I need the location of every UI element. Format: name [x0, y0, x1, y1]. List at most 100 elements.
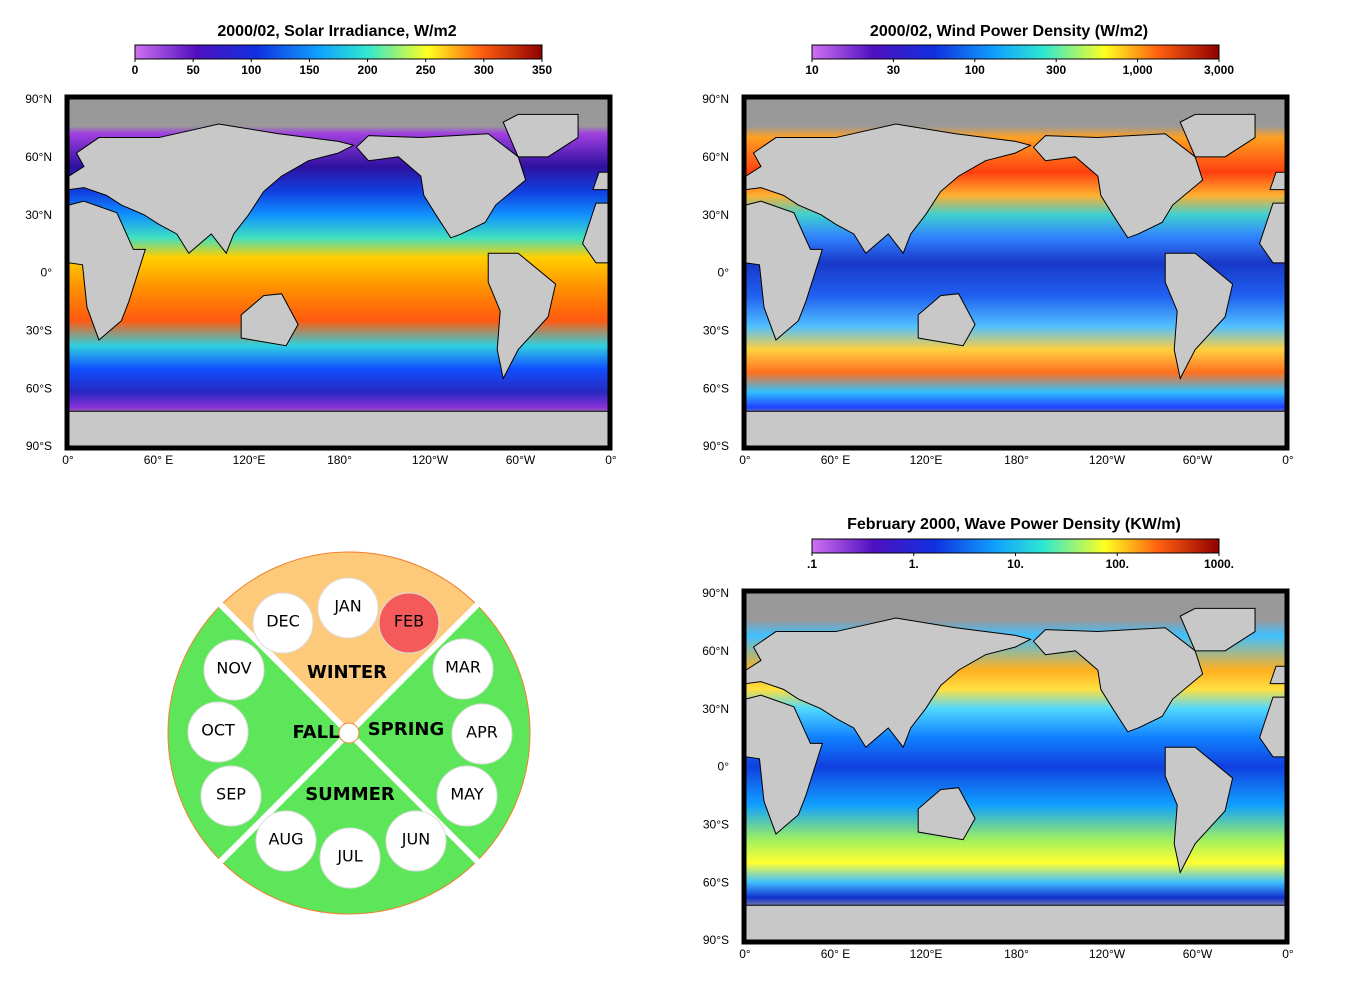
map-panel: 2000/02, Solar Irradiance, W/m2 0 50 100 150…	[25, 23, 617, 467]
month-label: APR	[466, 723, 498, 742]
month-button[interactable]: APR	[451, 703, 513, 765]
land	[917, 293, 976, 347]
map-frame	[741, 588, 1290, 945]
lat-label: 30°S	[26, 324, 52, 338]
hub	[338, 722, 360, 744]
month-label: FEB	[394, 612, 424, 631]
lon-label: 180°	[327, 453, 352, 467]
month-button[interactable]: AUG	[255, 810, 317, 872]
land	[1032, 133, 1204, 239]
colorbar-tick-label: 10	[805, 63, 819, 77]
lat-label: 60°S	[703, 381, 729, 395]
land	[240, 293, 299, 347]
lon-label: 60°W	[1183, 453, 1213, 467]
month-circle	[200, 765, 262, 827]
map-frame	[64, 94, 613, 451]
land	[745, 904, 1286, 941]
season-label: SPRING	[368, 719, 445, 740]
colorbar	[811, 44, 1220, 60]
colorbar-tick-label: 50	[186, 63, 200, 77]
land	[1179, 607, 1256, 652]
month-button[interactable]: MAR	[432, 638, 494, 700]
lat-label: 90°N	[702, 586, 729, 600]
colorbar-tick-label: 100	[965, 63, 985, 77]
map-panel: 2000/02, Wind Power Density (W/m2) 10 30 10…	[702, 23, 1294, 467]
lon-label: 60° E	[821, 453, 850, 467]
month-circle	[432, 638, 494, 700]
month-button[interactable]: JAN	[317, 577, 379, 639]
month-label: JUL	[336, 847, 362, 866]
map-title: 2000/02, Solar Irradiance, W/m2	[217, 23, 456, 40]
season-wheel: WINTER SPRING SUMMER FALL DEC JAN FEB MAR APR MAY…	[167, 551, 531, 915]
land	[1164, 252, 1234, 381]
lon-label: 60° E	[821, 947, 850, 961]
month-button[interactable]: SEP	[200, 765, 262, 827]
lon-label: 120°W	[1089, 947, 1126, 961]
month-label: AUG	[268, 830, 303, 849]
lon-label: 60°W	[1183, 947, 1213, 961]
month-button[interactable]: DEC	[252, 592, 314, 654]
lat-label: 30°S	[703, 818, 729, 832]
land	[68, 123, 355, 255]
lat-label: 60°S	[703, 875, 729, 889]
month-label: MAY	[450, 785, 484, 804]
lat-label: 0°	[41, 266, 53, 280]
month-circle	[378, 592, 440, 654]
month-button[interactable]: NOV	[203, 639, 265, 701]
month-circle	[252, 592, 314, 654]
month-button[interactable]: MAY	[436, 765, 498, 827]
season-label: SUMMER	[305, 784, 395, 805]
colorbar-tick-label: 150	[299, 63, 319, 77]
land	[1164, 746, 1234, 875]
month-circle	[436, 765, 498, 827]
lon-label: 120°E	[233, 453, 266, 467]
lon-label: 120°E	[910, 947, 943, 961]
colorbar-tick-label: 3,000	[1204, 63, 1234, 77]
land	[1032, 627, 1204, 733]
colorbar-tick-label: 300	[1046, 63, 1066, 77]
lat-label: 60°N	[702, 150, 729, 164]
lon-label: 120°W	[412, 453, 449, 467]
season-label: FALL	[292, 722, 339, 743]
lon-label: 60° E	[144, 453, 173, 467]
month-button[interactable]: JUL	[319, 827, 381, 889]
colorbar-tick-label: 200	[358, 63, 378, 77]
lat-label: 30°N	[702, 702, 729, 716]
lat-label: 90°N	[25, 92, 52, 106]
lat-label: 30°N	[702, 208, 729, 222]
month-label: DEC	[266, 612, 300, 631]
month-label: JUN	[401, 830, 430, 849]
map-title: February 2000, Wave Power Density (KW/m)	[847, 516, 1181, 533]
map-title: 2000/02, Wind Power Density (W/m2)	[870, 23, 1148, 40]
colorbar-tick-label: 1,000	[1123, 63, 1153, 77]
lat-label: 60°S	[26, 381, 52, 395]
month-circle	[319, 827, 381, 889]
lat-label: 30°N	[25, 208, 52, 222]
month-label: MAR	[445, 658, 481, 677]
land	[1179, 113, 1256, 158]
land	[745, 200, 824, 341]
colorbar-tick-label: 300	[474, 63, 494, 77]
lon-label: 60°W	[506, 453, 536, 467]
colorbar-tick-label: 0	[132, 63, 139, 77]
month-button[interactable]: JUN	[385, 810, 447, 872]
lat-label: 30°S	[703, 324, 729, 338]
lat-label: 0°	[718, 266, 730, 280]
month-button[interactable]: FEB	[378, 592, 440, 654]
lon-label: 0°	[739, 947, 751, 961]
lon-label: 0°	[739, 453, 751, 467]
month-circle	[187, 701, 249, 763]
colorbar-tick-label: 1.	[909, 557, 919, 571]
land	[745, 123, 1032, 255]
lat-label: 90°S	[26, 439, 52, 453]
colorbar-tick-label: 1000.	[1204, 557, 1234, 571]
lon-label: 0°	[1282, 453, 1294, 467]
land	[917, 787, 976, 841]
lat-label: 90°S	[703, 933, 729, 947]
colorbar	[811, 538, 1220, 554]
lon-label: 0°	[62, 453, 74, 467]
map-frame	[741, 94, 1290, 451]
month-button[interactable]: OCT	[187, 701, 249, 763]
